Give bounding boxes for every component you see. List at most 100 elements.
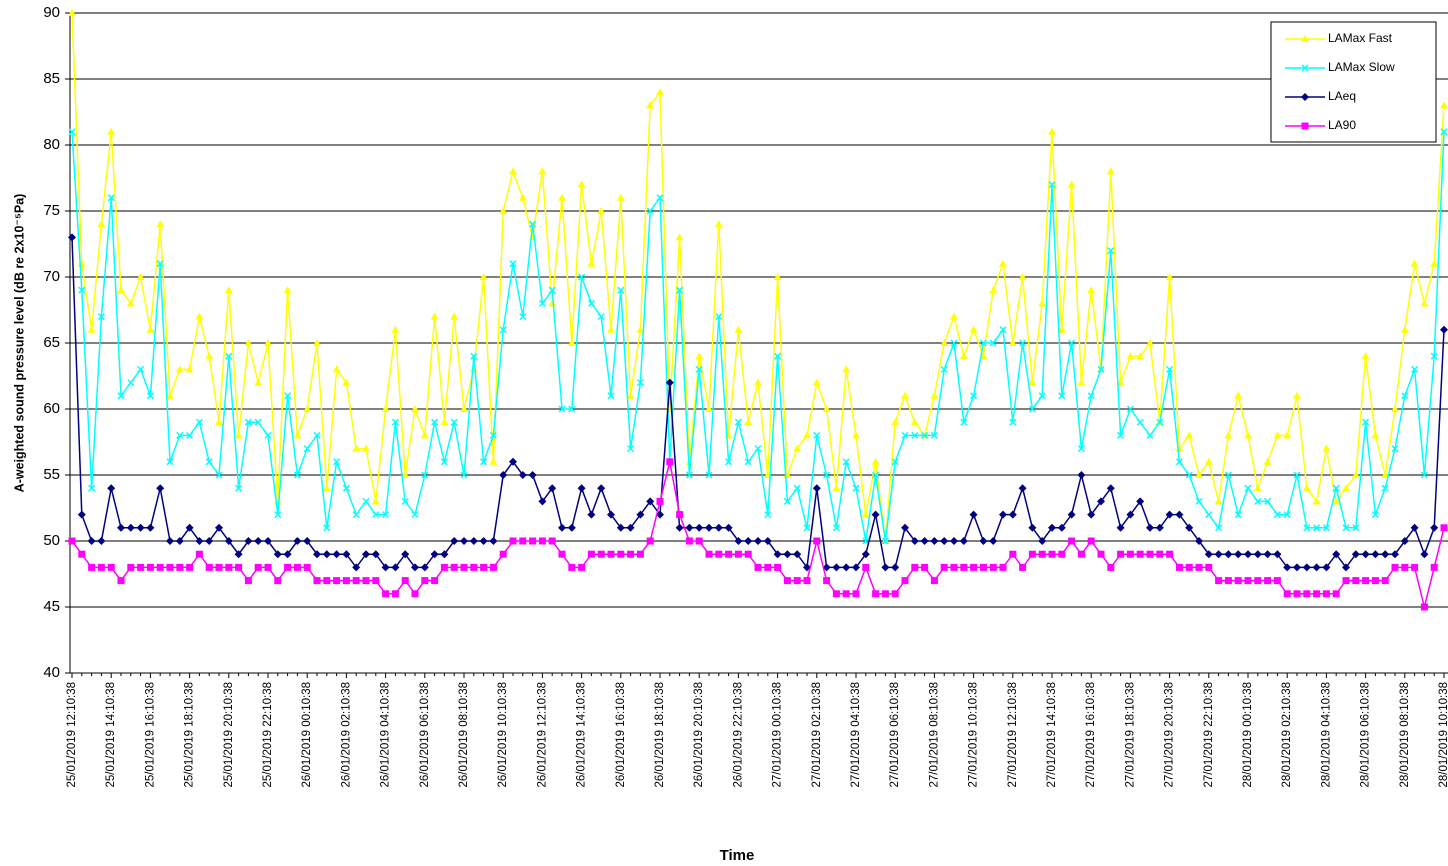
- x-tick-label: 28/01/2019 02:10:38: [1281, 682, 1293, 788]
- marker: [1361, 352, 1370, 360]
- marker: [1254, 577, 1262, 585]
- marker: [812, 484, 821, 493]
- marker: [1283, 431, 1292, 439]
- marker: [656, 497, 664, 505]
- marker: [636, 379, 644, 387]
- marker: [401, 497, 409, 505]
- marker: [1263, 550, 1272, 559]
- marker: [969, 325, 978, 333]
- marker: [1195, 497, 1203, 505]
- marker: [1175, 563, 1183, 571]
- legend-label: LAeq: [1328, 89, 1356, 103]
- marker: [891, 590, 899, 598]
- y-tick-label: 60: [43, 400, 60, 417]
- y-tick-label: 80: [43, 136, 60, 153]
- marker: [558, 405, 566, 413]
- marker: [342, 378, 351, 386]
- marker: [1146, 523, 1154, 532]
- marker: [421, 577, 429, 585]
- marker: [1028, 378, 1037, 386]
- marker: [1391, 405, 1399, 412]
- y-tick-label: 40: [43, 664, 60, 681]
- marker: [626, 391, 635, 399]
- marker: [1381, 484, 1389, 492]
- marker: [401, 577, 409, 585]
- marker: [529, 220, 537, 228]
- marker: [548, 286, 556, 294]
- marker: [725, 550, 733, 558]
- marker: [401, 550, 410, 559]
- marker: [1440, 101, 1448, 109]
- marker: [1077, 378, 1086, 386]
- marker: [1430, 523, 1439, 532]
- marker: [1185, 471, 1193, 479]
- legend-label: LAMax Slow: [1328, 60, 1395, 74]
- marker: [1215, 577, 1223, 585]
- marker: [793, 484, 801, 492]
- marker: [273, 497, 282, 505]
- marker: [607, 550, 615, 558]
- marker: [744, 537, 753, 545]
- marker: [842, 563, 851, 572]
- marker: [391, 418, 399, 426]
- x-tick-label: 26/01/2019 14:10:38: [576, 682, 588, 788]
- x-tick-label: 27/01/2019 10:10:38: [968, 682, 980, 788]
- marker: [303, 445, 311, 453]
- x-tick-label: 26/01/2019 18:10:38: [654, 682, 666, 788]
- marker: [107, 484, 116, 493]
- marker: [1371, 550, 1380, 559]
- marker: [1411, 365, 1419, 373]
- marker: [509, 457, 517, 466]
- marker: [450, 312, 459, 320]
- marker: [1126, 550, 1134, 558]
- marker: [774, 352, 782, 360]
- marker: [715, 550, 723, 558]
- marker: [1420, 603, 1428, 611]
- marker: [1038, 299, 1047, 307]
- marker: [587, 259, 596, 267]
- marker: [665, 378, 674, 387]
- x-tick-label: 28/01/2019 04:10:38: [1320, 682, 1332, 788]
- marker: [1322, 590, 1330, 598]
- marker: [1097, 365, 1105, 373]
- y-axis-title: A-weighted sound pressure level (dB re 2…: [12, 194, 26, 493]
- marker: [303, 537, 312, 545]
- marker: [97, 537, 106, 545]
- y-tick-label: 65: [43, 334, 60, 351]
- x-tick-label: 25/01/2019 16:10:38: [144, 682, 156, 788]
- marker: [1008, 339, 1017, 346]
- marker: [567, 339, 576, 346]
- marker: [558, 523, 566, 532]
- marker: [235, 484, 243, 492]
- marker: [911, 563, 919, 571]
- marker: [1028, 405, 1036, 413]
- marker: [450, 418, 458, 426]
- marker: [1273, 511, 1281, 519]
- marker: [391, 590, 399, 598]
- marker: [1038, 392, 1046, 400]
- marker: [734, 550, 742, 558]
- marker: [862, 563, 870, 571]
- marker: [548, 299, 557, 307]
- marker: [1214, 550, 1223, 559]
- marker: [1244, 577, 1252, 585]
- marker: [195, 312, 204, 320]
- marker: [999, 563, 1007, 571]
- marker: [195, 537, 204, 545]
- marker: [1146, 339, 1154, 346]
- marker: [1107, 563, 1115, 571]
- marker: [1204, 457, 1213, 465]
- marker: [244, 537, 253, 545]
- marker: [548, 537, 556, 545]
- marker: [1273, 550, 1282, 559]
- marker: [881, 590, 889, 598]
- x-tick-label: 27/01/2019 04:10:38: [850, 682, 862, 788]
- marker: [1058, 550, 1066, 558]
- marker: [146, 523, 155, 532]
- marker: [587, 550, 595, 558]
- marker: [587, 299, 595, 307]
- marker: [284, 392, 292, 400]
- marker: [529, 537, 537, 545]
- marker: [1195, 471, 1203, 478]
- marker: [695, 537, 703, 545]
